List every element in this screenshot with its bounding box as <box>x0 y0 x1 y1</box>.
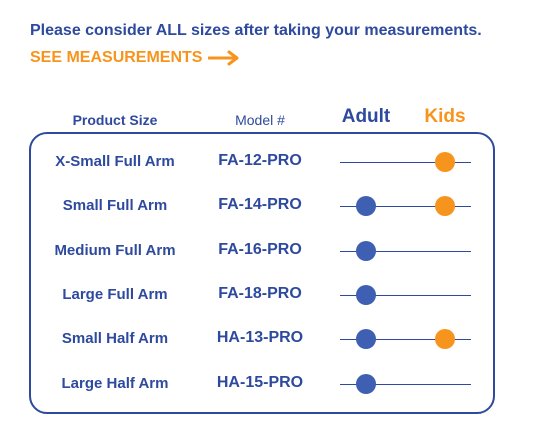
fit-indicator <box>340 191 471 221</box>
fit-indicator <box>340 147 471 177</box>
row-product-size: Small Half Arm <box>61 330 169 347</box>
row-model-number: FA-16-PRO <box>218 241 302 258</box>
table-row: Small Half Arm HA-13-PRO <box>0 324 551 354</box>
fit-indicator <box>340 280 471 310</box>
row-product-size: Small Full Arm <box>62 197 168 214</box>
row-product-size: Large Full Arm <box>62 286 168 303</box>
fit-indicator-line <box>340 251 471 252</box>
adult-fit-dot <box>356 285 376 305</box>
table-row: Small Full Arm FA-14-PRO <box>0 191 551 221</box>
table-row: Large Full Arm FA-18-PRO <box>0 280 551 310</box>
header-adult: Adult <box>341 106 391 127</box>
fit-indicator-line <box>340 384 471 385</box>
row-model-number: FA-12-PRO <box>218 152 302 169</box>
adult-fit-dot <box>356 374 376 394</box>
intro-text: Please consider ALL sizes after taking y… <box>30 22 482 39</box>
kids-fit-dot <box>435 152 455 172</box>
row-product-size: X-Small Full Arm <box>55 153 175 170</box>
see-measurements-link[interactable]: SEE MEASUREMENTS <box>30 49 240 67</box>
fit-indicator-line <box>340 206 471 207</box>
header-kids: Kids <box>424 106 466 127</box>
size-table-frame <box>29 132 495 414</box>
row-product-size: Large Half Arm <box>61 375 169 392</box>
table-header: Product Size Model # Adult Kids <box>0 106 551 132</box>
header-product-size: Product Size <box>72 112 158 128</box>
table-row: Medium Full Arm FA-16-PRO <box>0 236 551 266</box>
fit-indicator <box>340 236 471 266</box>
row-model-number: HA-15-PRO <box>216 374 304 391</box>
arrow-right-icon <box>208 50 239 66</box>
header-model: Model # <box>235 112 285 128</box>
row-model-number: HA-13-PRO <box>216 329 304 346</box>
fit-indicator <box>340 369 471 399</box>
row-model-number: FA-18-PRO <box>218 285 302 302</box>
adult-fit-dot <box>356 196 376 216</box>
fit-indicator-line <box>340 162 471 163</box>
kids-fit-dot <box>435 329 455 349</box>
adult-fit-dot <box>356 329 376 349</box>
row-model-number: FA-14-PRO <box>218 196 302 213</box>
kids-fit-dot <box>435 196 455 216</box>
table-row: Large Half Arm HA-15-PRO <box>0 369 551 399</box>
fit-indicator-line <box>340 339 471 340</box>
fit-indicator-line <box>340 295 471 296</box>
adult-fit-dot <box>356 241 376 261</box>
see-measurements-label: SEE MEASUREMENTS <box>30 49 203 66</box>
row-product-size: Medium Full Arm <box>54 242 176 259</box>
fit-indicator <box>340 324 471 354</box>
table-row: X-Small Full Arm FA-12-PRO <box>0 147 551 177</box>
